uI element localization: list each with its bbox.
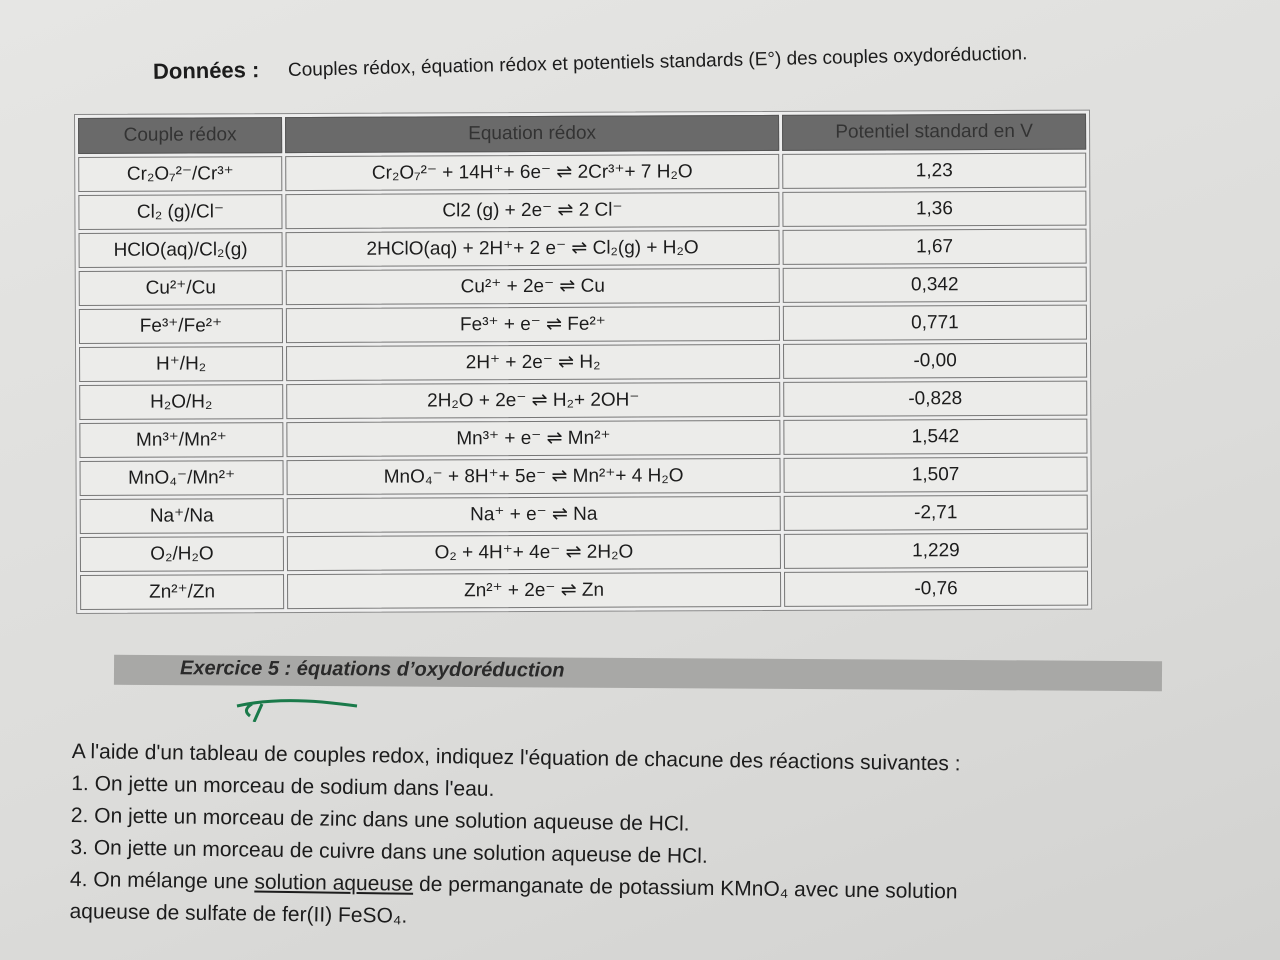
- couple-cell: H₂O/H₂: [79, 384, 284, 420]
- equation-cell: 2H₂O + 2e⁻ ⇌ H₂+ 2OH⁻: [286, 381, 781, 420]
- potential-cell: 1,23: [782, 152, 1087, 189]
- couple-cell: H⁺/H₂: [79, 346, 284, 382]
- potential-cell: 0,771: [782, 304, 1087, 341]
- couple-cell: MnO₄⁻/Mn²⁺: [79, 460, 284, 496]
- couple-cell: Zn²⁺/Zn: [80, 574, 285, 610]
- table-row: O₂/H₂O O₂ + 4H⁺+ 4e⁻ ⇌ 2H₂O 1,229: [79, 532, 1088, 572]
- potential-cell: 1,542: [783, 418, 1088, 455]
- redox-table: Couple rédox Equation rédox Potentiel st…: [74, 109, 1093, 614]
- item4-text: 4. On mélange une: [69, 867, 255, 894]
- exercise-banner: Exercice 5 : équations d’oxydoréduction: [113, 654, 1163, 692]
- exercise-title: Exercice 5 : équations d’oxydoréduction: [179, 657, 565, 682]
- table-row: HClO(aq)/Cl₂(g) 2HClO(aq) + 2H⁺+ 2 e⁻ ⇌ C…: [78, 228, 1087, 268]
- table-row: Cu²⁺/Cu Cu²⁺ + 2e⁻ ⇌ Cu 0,342: [78, 266, 1087, 306]
- potential-cell: 1,507: [783, 456, 1088, 493]
- column-header-equation: Equation rédox: [285, 114, 780, 154]
- equation-cell: Na⁺ + e⁻ ⇌ Na: [286, 495, 781, 534]
- exercise-body: A l'aide d'un tableau de couples redox, …: [69, 736, 960, 940]
- potential-cell: -0,828: [783, 380, 1088, 417]
- couple-cell: Na⁺/Na: [79, 498, 284, 534]
- item4-text: de permanganate de potassium KMnO₄ avec …: [413, 872, 958, 904]
- equation-cell: Mn³⁺ + e⁻ ⇌ Mn²⁺: [286, 419, 781, 458]
- item4-underlined: solution aqueuse: [254, 870, 414, 896]
- couple-cell: HClO(aq)/Cl₂(g): [78, 232, 283, 268]
- couple-cell: O₂/H₂O: [79, 536, 284, 572]
- equation-cell: Cu²⁺ + 2e⁻ ⇌ Cu: [285, 267, 780, 306]
- table-row: H₂O/H₂ 2H₂O + 2e⁻ ⇌ H₂+ 2OH⁻ -0,828: [79, 380, 1088, 420]
- data-heading: Données :: [152, 57, 260, 84]
- potential-cell: -2,71: [783, 494, 1088, 531]
- couple-cell: Cu²⁺/Cu: [78, 270, 283, 306]
- equation-cell: 2HClO(aq) + 2H⁺+ 2 e⁻ ⇌ Cl₂(g) + H₂O: [285, 229, 780, 268]
- table-row: H⁺/H₂ 2H⁺ + 2e⁻ ⇌ H₂ -0,00: [79, 342, 1088, 382]
- green-pen-mark: [236, 699, 358, 722]
- potential-cell: 1,67: [782, 228, 1087, 265]
- couple-cell: Cl₂ (g)/Cl⁻: [78, 194, 283, 230]
- equation-cell: Cr₂O₇²⁻ + 14H⁺+ 6e⁻ ⇌ 2Cr³⁺+ 7 H₂O: [285, 153, 780, 192]
- table-row: Na⁺/Na Na⁺ + e⁻ ⇌ Na -2,71: [79, 494, 1088, 534]
- equation-cell: MnO₄⁻ + 8H⁺+ 5e⁻ ⇌ Mn²⁺+ 4 H₂O: [286, 457, 781, 496]
- table-row: MnO₄⁻/Mn²⁺ MnO₄⁻ + 8H⁺+ 5e⁻ ⇌ Mn²⁺+ 4 H₂O…: [79, 456, 1088, 496]
- equation-cell: O₂ + 4H⁺+ 4e⁻ ⇌ 2H₂O: [286, 533, 781, 572]
- table-row: Fe³⁺/Fe²⁺ Fe³⁺ + e⁻ ⇌ Fe²⁺ 0,771: [78, 304, 1087, 344]
- column-header-potential: Potentiel standard en V: [782, 113, 1087, 151]
- table-row: Zn²⁺/Zn Zn²⁺ + 2e⁻ ⇌ Zn -0,76: [80, 570, 1089, 610]
- couple-cell: Fe³⁺/Fe²⁺: [78, 308, 284, 344]
- table-row: Cr₂O₇²⁻/Cr³⁺ Cr₂O₇²⁻ + 14H⁺+ 6e⁻ ⇌ 2Cr³⁺+…: [78, 152, 1087, 192]
- couple-cell: Cr₂O₇²⁻/Cr³⁺: [78, 156, 283, 192]
- potential-cell: 1,229: [783, 532, 1088, 569]
- potential-cell: -0,76: [784, 570, 1089, 607]
- table-row: Mn³⁺/Mn²⁺ Mn³⁺ + e⁻ ⇌ Mn²⁺ 1,542: [79, 418, 1088, 458]
- equation-cell: Cl2 (g) + 2e⁻ ⇌ 2 Cl⁻: [285, 191, 780, 230]
- couple-cell: Mn³⁺/Mn²⁺: [79, 422, 284, 458]
- equation-cell: Zn²⁺ + 2e⁻ ⇌ Zn: [287, 571, 782, 610]
- potential-cell: 0,342: [782, 266, 1087, 303]
- equation-cell: 2H⁺ + 2e⁻ ⇌ H₂: [286, 343, 781, 382]
- column-header-couple: Couple rédox: [78, 117, 283, 154]
- equation-cell: Fe³⁺ + e⁻ ⇌ Fe²⁺: [285, 305, 780, 344]
- table-row: Cl₂ (g)/Cl⁻ Cl2 (g) + 2e⁻ ⇌ 2 Cl⁻ 1,36: [78, 190, 1087, 230]
- potential-cell: -0,00: [783, 342, 1088, 379]
- potential-cell: 1,36: [782, 190, 1087, 227]
